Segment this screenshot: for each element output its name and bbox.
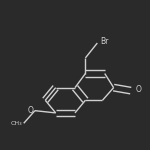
Text: O: O: [27, 106, 33, 115]
Text: Br: Br: [100, 37, 109, 46]
Text: CH₃: CH₃: [11, 121, 22, 126]
Text: O: O: [135, 85, 141, 94]
